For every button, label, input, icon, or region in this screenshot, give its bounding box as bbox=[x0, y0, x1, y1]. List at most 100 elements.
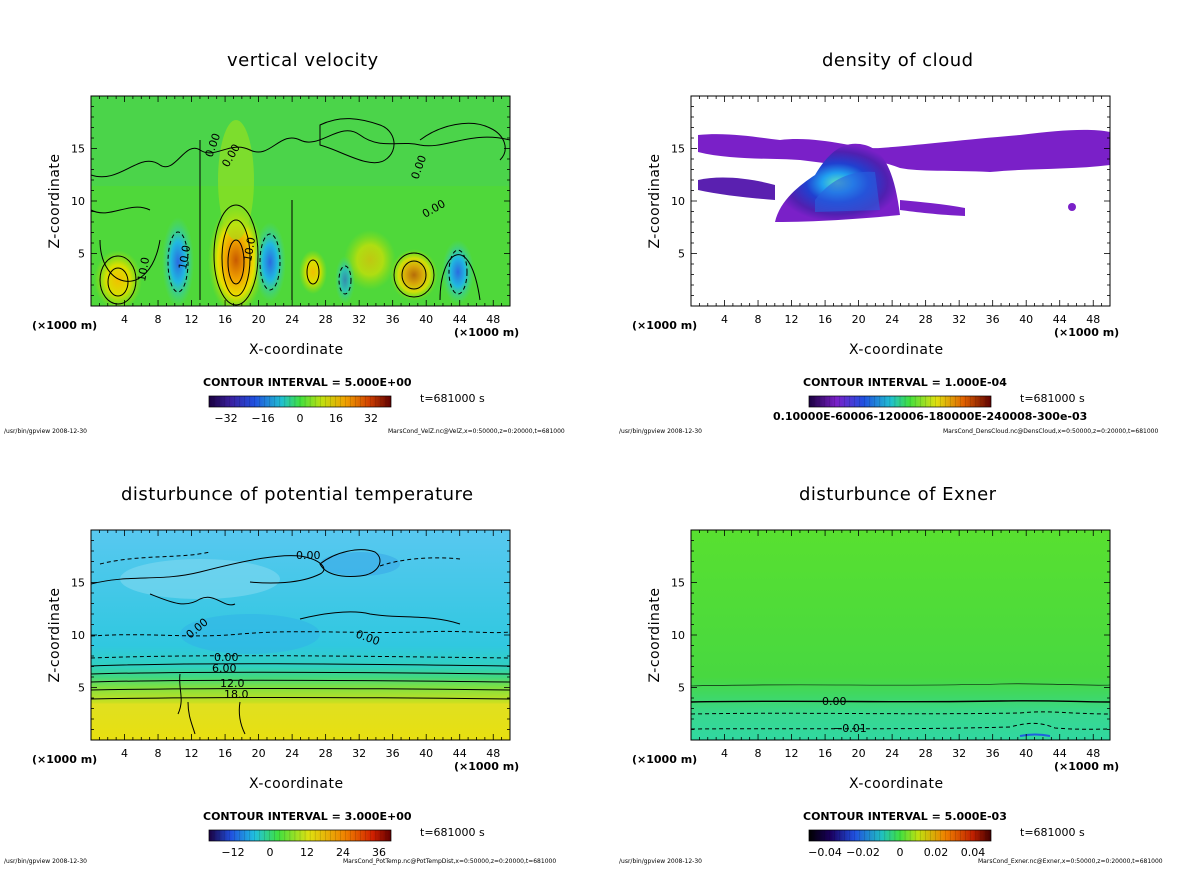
x-unit-right: (×1000 m) bbox=[454, 760, 520, 773]
x-tick-label: 32 bbox=[952, 747, 966, 760]
x-axis-label: X-coordinate bbox=[249, 342, 344, 358]
chart-title: density of cloud bbox=[822, 50, 974, 71]
contour-label: 6.00 bbox=[212, 662, 237, 675]
y-tick-label: 5 bbox=[78, 248, 85, 261]
x-tick-label: 40 bbox=[1019, 313, 1033, 326]
colorbar-ticks bbox=[813, 830, 987, 841]
y-tick-label: 10 bbox=[671, 629, 685, 642]
x-tick-label: 12 bbox=[185, 747, 199, 760]
panel-potential-temperature: disturbunce of potential temperature bbox=[0, 434, 600, 868]
colorbar: −12 0 12 24 36 bbox=[208, 829, 392, 859]
y-axis-label: Z-coordinate bbox=[47, 587, 63, 683]
x-tick-label: 28 bbox=[919, 747, 933, 760]
x-tick-label: 16 bbox=[218, 747, 232, 760]
time-label: t=681000 s bbox=[1020, 392, 1085, 405]
x-tick-label: 4 bbox=[721, 313, 728, 326]
panel-density-of-cloud: density of cloud 4 8 12 16 20 24 28 32 36 40 44 48 5… bbox=[600, 0, 1200, 435]
x-tick-label: 24 bbox=[285, 313, 299, 326]
x-tick-label: 20 bbox=[852, 313, 866, 326]
x-tick-label: 28 bbox=[319, 747, 333, 760]
x-tick-label: 4 bbox=[121, 313, 128, 326]
plot-area: 0.00 0.00 0.00 0.00 6.00 12.0 18.0 4 8 12 1… bbox=[71, 529, 511, 760]
contour-label: 18.0 bbox=[224, 688, 249, 701]
contour-label: 0.00 bbox=[214, 651, 239, 664]
colorbar-ticks bbox=[213, 396, 387, 407]
contour-label: −0.01 bbox=[833, 722, 867, 735]
y-tick-label: 5 bbox=[78, 682, 85, 695]
x-tick-label: 32 bbox=[352, 313, 366, 326]
colorbar-tick: 32 bbox=[364, 412, 378, 425]
x-tick-label: 40 bbox=[1019, 747, 1033, 760]
x-tick-label: 36 bbox=[986, 313, 1000, 326]
x-axis-label: X-coordinate bbox=[849, 342, 944, 358]
x-tick-label: 28 bbox=[919, 313, 933, 326]
contour-interval: CONTOUR INTERVAL = 5.000E-03 bbox=[803, 810, 1007, 823]
x-tick-label: 8 bbox=[755, 747, 762, 760]
y-tick-label: 10 bbox=[71, 629, 85, 642]
x-tick-label: 44 bbox=[453, 747, 467, 760]
x-unit-left: (×1000 m) bbox=[32, 753, 98, 766]
x-tick-label: 20 bbox=[252, 313, 266, 326]
x-tick-label: 40 bbox=[419, 747, 433, 760]
x-tick-label: 40 bbox=[419, 313, 433, 326]
x-unit-right: (×1000 m) bbox=[454, 326, 520, 339]
x-tick-label: 48 bbox=[1086, 313, 1100, 326]
x-tick-label: 8 bbox=[155, 313, 162, 326]
footer-right: MarsCond_DensCloud.nc@DensCloud,x=0:5000… bbox=[943, 428, 1159, 435]
x-tick-label: 12 bbox=[785, 747, 799, 760]
contour-label: 10.0 bbox=[176, 244, 193, 270]
x-unit-left: (×1000 m) bbox=[32, 319, 98, 332]
x-tick-label: 20 bbox=[252, 747, 266, 760]
y-tick-label: 10 bbox=[671, 195, 685, 208]
colorbar-tick: −32 bbox=[214, 412, 237, 425]
x-tick-label: 36 bbox=[386, 313, 400, 326]
x-tick-label: 24 bbox=[885, 747, 899, 760]
x-unit-right: (×1000 m) bbox=[1054, 326, 1120, 339]
x-tick-label: 28 bbox=[319, 313, 333, 326]
time-label: t=681000 s bbox=[420, 392, 485, 405]
time-label: t=681000 s bbox=[420, 826, 485, 839]
colorbar: −0.04 −0.02 0 0.02 0.04 bbox=[808, 829, 992, 859]
footer-left: /usr/bin/gpview 2008-12-30 bbox=[619, 858, 702, 865]
colorbar: −32 −16 0 16 32 bbox=[208, 395, 392, 425]
y-tick-label: 15 bbox=[71, 577, 85, 590]
x-tick-label: 48 bbox=[486, 313, 500, 326]
footer-left: /usr/bin/gpview 2008-12-30 bbox=[4, 858, 87, 865]
x-tick-label: 8 bbox=[755, 313, 762, 326]
x-tick-label: 32 bbox=[352, 747, 366, 760]
y-tick-label: 15 bbox=[71, 143, 85, 156]
x-tick-label: 16 bbox=[818, 313, 832, 326]
contour-label: 10.0 bbox=[135, 256, 152, 282]
chart-title: disturbunce of potential temperature bbox=[121, 484, 474, 505]
colorbar: 0.10000E-60006-120006-180000E-240008-300… bbox=[773, 395, 1087, 423]
x-unit-left: (×1000 m) bbox=[632, 319, 698, 332]
x-tick-label: 44 bbox=[1053, 747, 1067, 760]
contour-labels: 0.00 −0.01 bbox=[822, 695, 867, 735]
contour-label: 0.00 bbox=[296, 549, 321, 562]
colorbar-tick: 12 bbox=[300, 846, 314, 859]
colorbar-tick: 36 bbox=[372, 846, 386, 859]
x-axis-label: X-coordinate bbox=[249, 776, 344, 792]
x-tick-label: 32 bbox=[952, 313, 966, 326]
x-axis-label: X-coordinate bbox=[849, 776, 944, 792]
x-tick-label: 44 bbox=[1053, 313, 1067, 326]
footer-right: MarsCond_VelZ.nc@VelZ,x=0:50000,z=0:2000… bbox=[388, 428, 565, 435]
x-tick-label: 24 bbox=[285, 747, 299, 760]
x-tick-label: 16 bbox=[818, 747, 832, 760]
y-axis-label: Z-coordinate bbox=[647, 587, 663, 683]
chart-title: vertical velocity bbox=[227, 50, 379, 71]
colorbar-tick: −0.02 bbox=[846, 846, 880, 859]
x-tick-label: 24 bbox=[885, 313, 899, 326]
time-label: t=681000 s bbox=[1020, 826, 1085, 839]
y-axis-label: Z-coordinate bbox=[647, 153, 663, 249]
x-tick-label: 48 bbox=[486, 747, 500, 760]
x-tick-label: 12 bbox=[185, 313, 199, 326]
contour-label: 0.00 bbox=[822, 695, 847, 708]
colorbar-tick: 0 bbox=[297, 412, 304, 425]
colorbar-tick: 0 bbox=[897, 846, 904, 859]
